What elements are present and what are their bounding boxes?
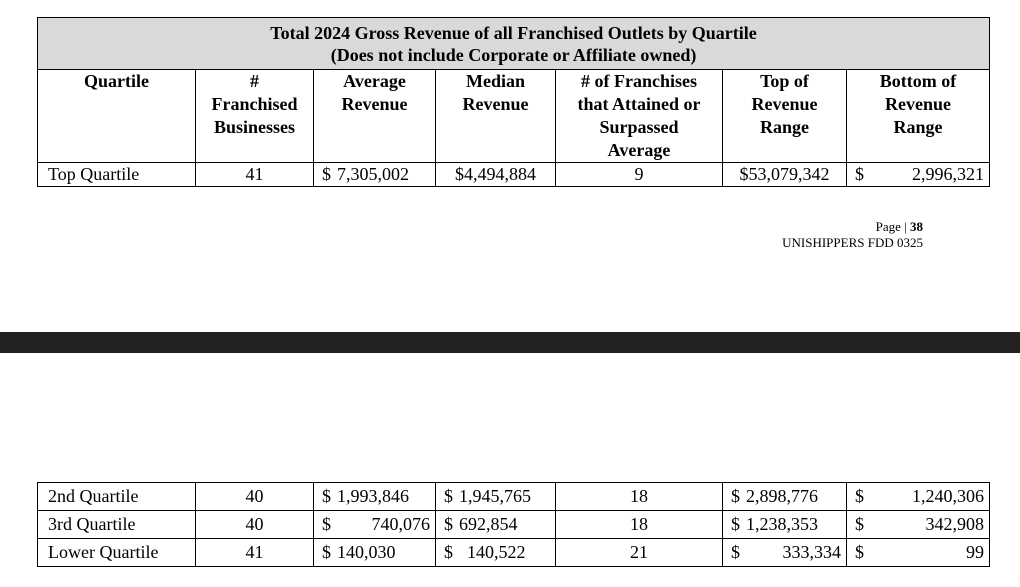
header-bottom-range: Bottom of Revenue Range bbox=[845, 69, 991, 163]
page-label: Page | bbox=[875, 219, 910, 234]
cell-median: $140,522 bbox=[435, 538, 556, 567]
table-row-top-quartile: Top Quartile 41 $7,305,002 $4,494,884 9 … bbox=[37, 162, 991, 187]
cell-quartile: 3rd Quartile bbox=[37, 510, 196, 539]
table-header-row: Quartile # Franchised Businesses Average Re… bbox=[37, 69, 991, 163]
cell-attained: 21 bbox=[555, 538, 723, 567]
cell-median: $692,854 bbox=[435, 510, 556, 539]
cell-quartile: Top Quartile bbox=[37, 162, 196, 187]
header-num-attained: # of Franchises that Attained or Surpassed… bbox=[555, 69, 723, 163]
page-footer: Page | 38 UNISHIPPERS FDD 0325 bbox=[782, 219, 923, 251]
table-title-line1: Total 2024 Gross Revenue of all Franchis… bbox=[270, 22, 757, 43]
table-row-2nd-quartile: 2nd Quartile 40 $1,993,846 $1,945,765 18… bbox=[37, 482, 990, 511]
cell-average: $740,076 bbox=[313, 510, 436, 539]
cell-top-range: $1,238,353 bbox=[722, 510, 847, 539]
cell-count: 41 bbox=[195, 538, 314, 567]
table-title-line2: (Does not include Corporate or Affiliate… bbox=[330, 44, 697, 65]
page-number: 38 bbox=[910, 219, 923, 234]
cell-average: $7,305,002 bbox=[313, 162, 436, 187]
page-separator bbox=[0, 332, 1020, 353]
cell-median: $1,945,765 bbox=[435, 482, 556, 511]
cell-average: $140,030 bbox=[313, 538, 436, 567]
header-num-franchised: # Franchised Businesses bbox=[195, 69, 314, 163]
cell-top-range: $333,334 bbox=[722, 538, 847, 567]
table-row-lower-quartile: Lower Quartile 41 $140,030 $140,522 21 $… bbox=[37, 538, 990, 567]
cell-bottom-range: $99 bbox=[846, 538, 990, 567]
document-page-top: Total 2024 Gross Revenue of all Franchis… bbox=[36, 17, 991, 251]
cell-attained: 9 bbox=[555, 162, 723, 187]
cell-bottom-range: $342,908 bbox=[846, 510, 990, 539]
cell-average: $1,993,846 bbox=[313, 482, 436, 511]
document-id: UNISHIPPERS FDD 0325 bbox=[782, 235, 923, 250]
header-average-revenue: Average Revenue bbox=[313, 69, 436, 163]
header-median-revenue: Median Revenue bbox=[435, 69, 556, 163]
table-title: Total 2024 Gross Revenue of all Franchis… bbox=[36, 17, 991, 70]
cell-bottom-range: $1,240,306 bbox=[846, 482, 990, 511]
revenue-table: Total 2024 Gross Revenue of all Franchis… bbox=[36, 17, 991, 187]
cell-attained: 18 bbox=[555, 510, 723, 539]
cell-count: 40 bbox=[195, 510, 314, 539]
cell-count: 41 bbox=[195, 162, 314, 187]
cell-bottom-range: $2,996,321 bbox=[845, 162, 991, 187]
cell-top-range: $53,079,342 bbox=[722, 162, 847, 187]
cell-quartile: Lower Quartile bbox=[37, 538, 196, 567]
cell-count: 40 bbox=[195, 482, 314, 511]
revenue-table-continued: 2nd Quartile 40 $1,993,846 $1,945,765 18… bbox=[37, 482, 990, 567]
cell-median: $4,494,884 bbox=[435, 162, 556, 187]
header-quartile: Quartile bbox=[37, 69, 196, 163]
header-top-range: Top of Revenue Range bbox=[722, 69, 847, 163]
document-page-bottom: 2nd Quartile 40 $1,993,846 $1,945,765 18… bbox=[0, 353, 1020, 587]
table-row-3rd-quartile: 3rd Quartile 40 $740,076 $692,854 18 $1,… bbox=[37, 510, 990, 539]
cell-quartile: 2nd Quartile bbox=[37, 482, 196, 511]
cell-top-range: $2,898,776 bbox=[722, 482, 847, 511]
cell-attained: 18 bbox=[555, 482, 723, 511]
